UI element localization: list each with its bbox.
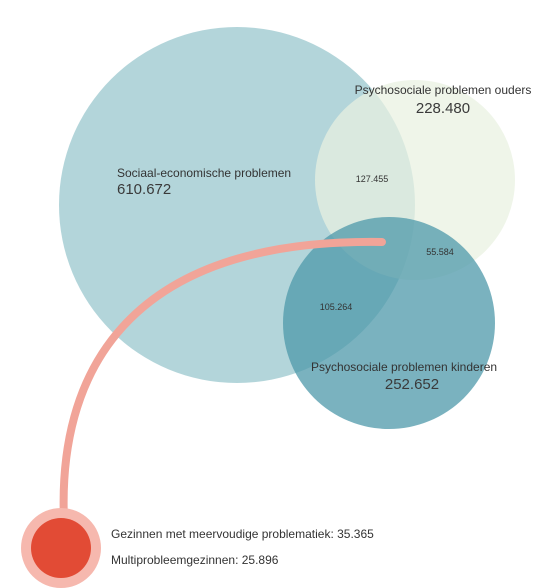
circle-children [283, 217, 495, 429]
value-socio-economic: 610.672 [117, 181, 171, 198]
label-parents: Psychosociale problemen ouders [355, 83, 532, 97]
label-socio-economic: Sociaal-economische problemen [117, 166, 291, 180]
marker-inner-dot [31, 518, 91, 578]
label-children: Psychosociale problemen kinderen [311, 360, 497, 374]
value-parents: 228.480 [416, 100, 470, 117]
legend-multiproblem-families: Multiprobleemgezinnen: 25.896 [111, 553, 279, 567]
value-children: 252.652 [385, 376, 439, 393]
connector-arc [59, 237, 386, 524]
value-intersection-socio-parents: 127.455 [356, 174, 389, 184]
legend-multiple-problems: Gezinnen met meervoudige problematiek: 3… [111, 527, 374, 541]
value-intersection-parents-children: 55.584 [426, 247, 454, 257]
value-intersection-socio-children: 105.264 [320, 302, 353, 312]
